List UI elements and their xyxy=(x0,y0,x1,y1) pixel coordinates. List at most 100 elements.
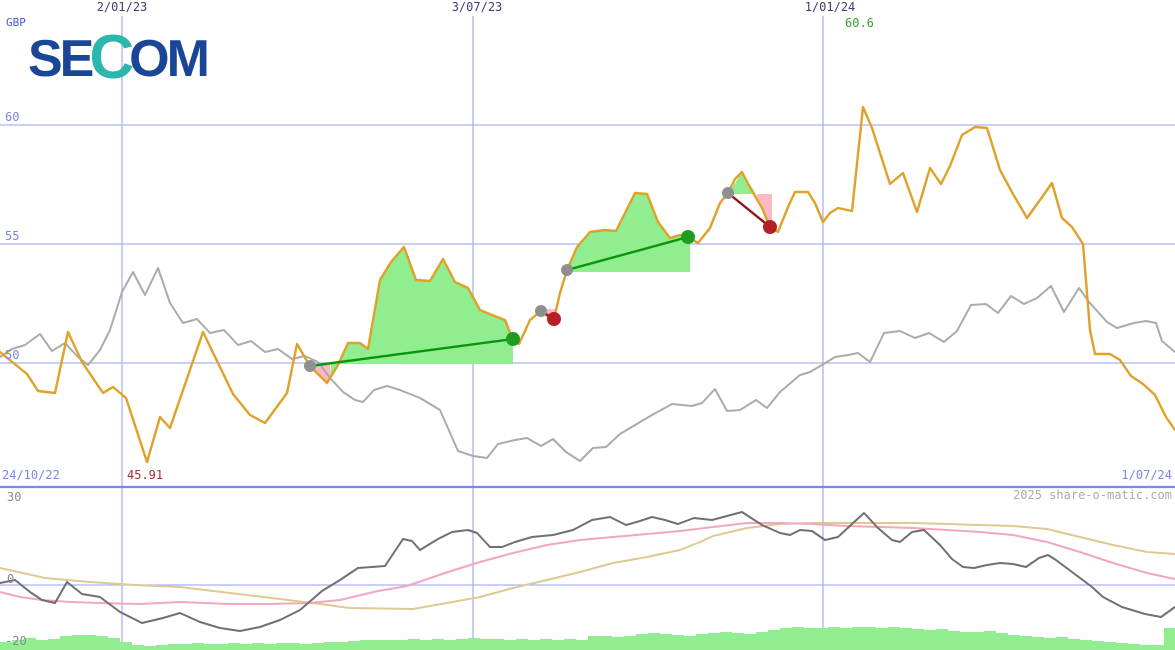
volume-bar xyxy=(528,640,540,650)
volume-bar xyxy=(144,646,156,650)
volume-bar xyxy=(336,642,348,650)
lower-tick-neg20: -20 xyxy=(5,634,27,648)
volume-bar xyxy=(1116,643,1128,650)
volume-bar xyxy=(552,640,564,650)
volume-bar xyxy=(924,630,936,650)
currency-label: GBP xyxy=(6,16,26,29)
x-axis-date-3: 1/01/24 xyxy=(804,0,856,14)
volume-bar xyxy=(600,636,612,650)
volume-bar xyxy=(732,633,744,650)
volume-bar xyxy=(456,639,468,650)
volume-bar xyxy=(768,630,780,650)
volume-bar xyxy=(972,632,984,650)
volume-bar xyxy=(816,628,828,650)
trend-line-4-down xyxy=(727,192,771,228)
end-date-label: 1/07/24 xyxy=(1121,468,1172,482)
volume-bar xyxy=(228,643,240,650)
volume-bar xyxy=(1104,642,1116,650)
volume-bar xyxy=(408,639,420,650)
volume-bar xyxy=(636,634,648,650)
volume-bar xyxy=(204,644,216,650)
start-marker-dot xyxy=(535,305,547,317)
volume-bar xyxy=(96,636,108,650)
volume-bar xyxy=(1044,638,1056,650)
volume-bar xyxy=(12,640,24,650)
start-marker-dot xyxy=(561,264,573,276)
volume-bar xyxy=(504,640,516,650)
gain-marker-dot xyxy=(506,332,520,346)
volume-bar xyxy=(288,643,300,650)
volume-bar xyxy=(540,639,552,650)
price-tick-55: 55 xyxy=(5,229,20,243)
volume-bar xyxy=(612,637,624,650)
volume-bar xyxy=(0,642,12,650)
oscillator-gray-line xyxy=(0,511,1175,632)
volume-bar xyxy=(1128,644,1140,650)
gain-marker-dot xyxy=(681,230,695,244)
volume-bar xyxy=(792,627,804,650)
volume-bar xyxy=(396,640,408,650)
volume-bar xyxy=(300,644,312,650)
volume-bar xyxy=(756,632,768,650)
min-price-label: 45.91 xyxy=(127,468,164,482)
volume-bar xyxy=(156,645,168,650)
volume-bar xyxy=(864,627,876,650)
volume-bar xyxy=(276,643,288,650)
volume-bar xyxy=(1032,637,1044,650)
volume-bar xyxy=(960,632,972,650)
trend-line-3-up xyxy=(566,235,689,272)
volume-bar xyxy=(72,635,84,650)
watermark: 2025 share-o-matic.com xyxy=(1013,488,1172,502)
volume-bar xyxy=(1152,645,1164,650)
price-line xyxy=(0,105,1175,464)
volume-bar xyxy=(876,628,888,650)
volume-bar xyxy=(660,634,672,650)
volume-bar xyxy=(936,629,948,650)
volume-bar xyxy=(180,644,192,650)
volume-bar xyxy=(108,638,120,650)
volume-bar xyxy=(312,643,324,650)
volume-bar xyxy=(24,638,36,650)
oscillator-tan-line xyxy=(0,522,1175,610)
volume-bar xyxy=(984,631,996,650)
volume-bar xyxy=(372,640,384,650)
volume-bar xyxy=(264,644,276,650)
volume-bar xyxy=(60,636,72,650)
volume-bar xyxy=(132,645,144,650)
volume-bar xyxy=(168,644,180,650)
volume-bar xyxy=(324,642,336,650)
volume-bar xyxy=(120,642,132,650)
volume-bar xyxy=(240,644,252,650)
volume-bar xyxy=(1020,636,1032,650)
volume-bar xyxy=(672,635,684,650)
volume-bar xyxy=(84,635,96,650)
volume-bar xyxy=(1164,628,1175,650)
volume-bar xyxy=(492,639,504,650)
volume-bar xyxy=(1092,641,1104,650)
oscillator-pink-line xyxy=(0,522,1175,605)
loss-marker-dot xyxy=(547,312,561,326)
volume-bar xyxy=(360,640,372,650)
secom-logo: SE C OM xyxy=(28,23,210,92)
price-tick-50: 50 xyxy=(5,348,20,362)
start-marker-dot xyxy=(304,360,316,372)
volume-bar xyxy=(708,633,720,650)
volume-bar xyxy=(480,639,492,650)
max-price-label: 60.6 xyxy=(845,16,874,30)
volume-bar xyxy=(996,633,1008,650)
volume-bar xyxy=(576,640,588,650)
volume-bar xyxy=(780,628,792,650)
volume-bar xyxy=(348,641,360,650)
volume-bar xyxy=(432,639,444,650)
volume-bar xyxy=(828,627,840,650)
volume-bar xyxy=(912,629,924,650)
loss-marker-dot xyxy=(763,220,777,234)
volume-bar xyxy=(744,634,756,650)
volume-bar xyxy=(588,636,600,650)
volume-bar xyxy=(420,640,432,650)
start-date-label: 24/10/22 xyxy=(2,468,60,482)
volume-bar xyxy=(192,643,204,650)
volume-bar xyxy=(900,628,912,650)
